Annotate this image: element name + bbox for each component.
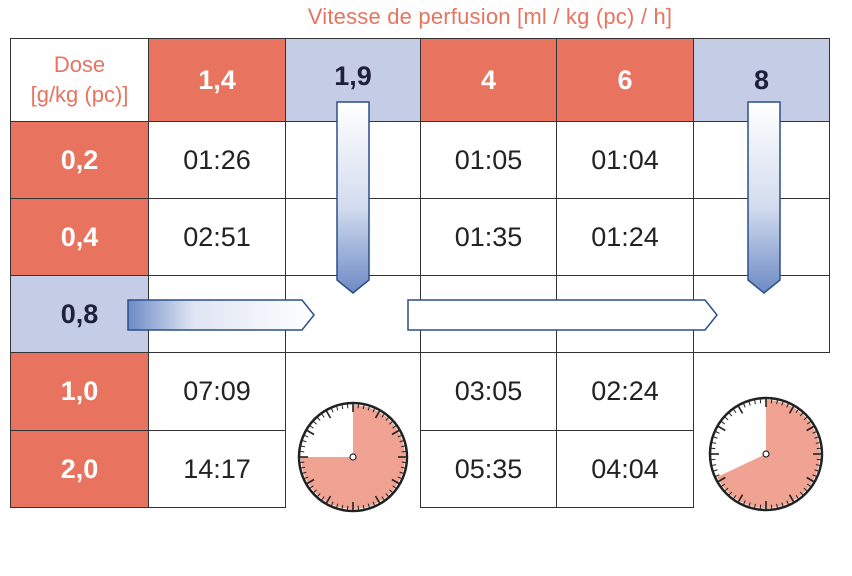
dose-header: Dose [g/kg (pc)] [10,38,149,122]
table-cell: 01:24 [556,198,694,276]
table-cell: 14:17 [148,430,286,508]
clock-icon [708,396,824,512]
rate-header-4: 4 [420,38,557,122]
table-cell: 04:04 [556,430,694,508]
table-cell: 01:26 [148,121,286,199]
table-cell: 01:35 [420,198,557,276]
dose-label-0-2: 0,2 [10,121,149,199]
rate-header-1-4: 1,4 [148,38,286,122]
table-cell: 02:24 [556,352,694,431]
table-cell: 01:05 [420,121,557,199]
dose-label-1-0: 1,0 [10,352,149,431]
dose-label-2-0: 2,0 [10,430,149,508]
table-cell: 03:05 [420,352,557,431]
dose-header-line2: [g/kg (pc)] [30,82,129,107]
dose-label-0-8: 0,8 [10,275,149,353]
table-cell: 01:04 [556,121,694,199]
down-arrow-icon [336,101,370,294]
right-arrow-icon [127,299,315,331]
table-cell: 05:35 [420,430,557,508]
dose-header-line1: Dose [53,52,106,77]
right-arrow-icon [407,299,718,331]
dose-label-0-4: 0,4 [10,198,149,276]
rate-header-6: 6 [556,38,694,122]
table-title: Vitesse de perfusion [ml / kg (pc) / h] [307,4,673,29]
down-arrow-icon [747,101,781,294]
table-cell: 07:09 [148,352,286,431]
table-cell: 02:51 [148,198,286,276]
clock-icon [297,401,409,513]
